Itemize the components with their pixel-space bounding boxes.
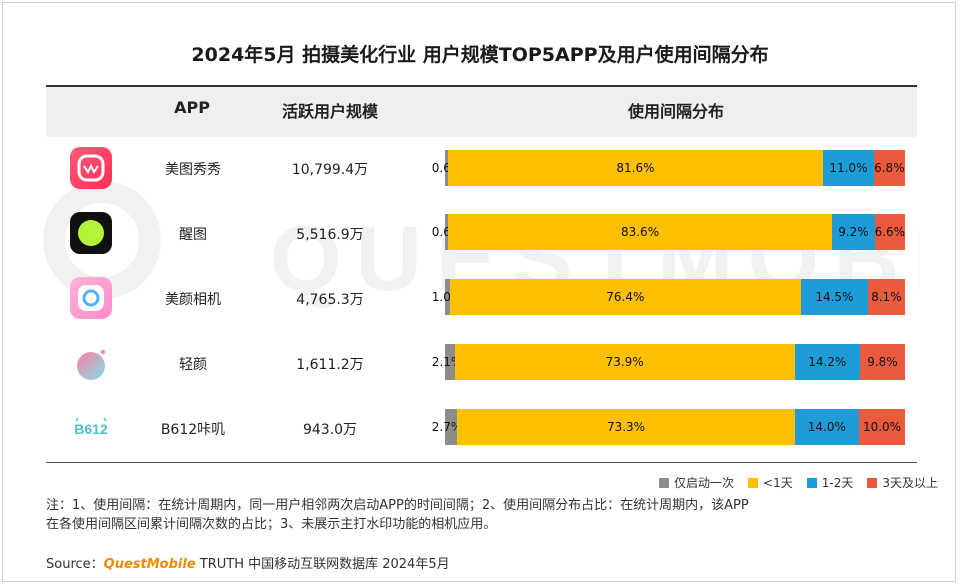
- app-users: 10,799.4万: [291, 162, 369, 178]
- bar-segment-d3plus: [873, 150, 905, 186]
- data-label: 83.6%: [620, 225, 660, 239]
- data-label: 9.8%: [867, 355, 898, 369]
- qingyan-icon: [70, 342, 112, 384]
- bar-segment-once: [445, 344, 455, 380]
- bar-segment-lt1: [454, 344, 795, 380]
- bar-segment-once: [445, 150, 448, 186]
- bar-segment-lt1: [447, 214, 833, 250]
- bar-segment-lt1: [447, 150, 824, 186]
- bar-segment-d12: [794, 409, 859, 445]
- beauty-camera-icon: [70, 277, 112, 319]
- data-label: 81.6%: [616, 161, 655, 175]
- meitu-xiuxiu-icon: [70, 147, 112, 189]
- bar-segment-d3plus: [859, 344, 905, 380]
- source-brand: QuestMobile: [103, 557, 196, 572]
- data-label: 6.6%: [874, 225, 906, 239]
- data-label: 14.2%: [808, 355, 847, 369]
- legend-item: <1天: [748, 474, 793, 491]
- table-header: [46, 85, 917, 137]
- legend-item: 3天及以上: [867, 474, 938, 491]
- header-app: APP: [174, 98, 210, 117]
- app-users: 943.0万: [302, 422, 358, 438]
- source-suffix: TRUTH 中国移动互联网数据库 2024年5月: [195, 557, 450, 572]
- stacked-bar: 0.6%81.6%11.0%6.8%: [432, 150, 905, 186]
- data-label: 11.0%: [829, 161, 868, 175]
- legend-swatch-d3plus: [867, 477, 878, 488]
- data-label: 6.8%: [874, 161, 905, 175]
- data-label: 2.1%: [431, 355, 463, 369]
- bar-segment-lt1: [457, 409, 795, 445]
- svg-text:B612: B612: [74, 421, 108, 437]
- b612-icon: B612: [70, 407, 112, 449]
- legend: 仅启动一次 <1天 1-2天 3天及以上: [659, 474, 938, 491]
- app-users: 5,516.9万: [296, 227, 364, 243]
- legend-label: <1天: [763, 476, 793, 490]
- data-label: 73.3%: [606, 420, 646, 434]
- bar-segment-lt1: [449, 279, 802, 315]
- bar-segment-once: [445, 409, 458, 445]
- data-label: 2.7%: [431, 420, 463, 434]
- bar-segment-d3plus: [859, 409, 905, 445]
- table-bottom-rule: [46, 462, 917, 463]
- bar-segment-d12: [823, 150, 874, 186]
- bar-segment-d12: [801, 279, 868, 315]
- footnote: 注：1、使用间隔：在统计周期内，同一用户相邻两次启动APP的时间间隔；2、使用间…: [46, 496, 926, 534]
- app-name: 美颜相机: [165, 292, 221, 308]
- legend-item: 仅启动一次: [659, 474, 734, 491]
- legend-item: 1-2天: [806, 474, 854, 491]
- bar-segment-d12: [794, 344, 860, 380]
- data-label: 8.1%: [871, 290, 902, 304]
- legend-label: 1-2天: [821, 476, 854, 490]
- data-label: 73.9%: [605, 355, 644, 369]
- data-label: 14.5%: [815, 290, 854, 304]
- legend-label: 仅启动一次: [674, 476, 735, 490]
- data-label: 76.4%: [606, 290, 645, 304]
- header-users: 活跃用户规模: [281, 102, 378, 121]
- bar-segment-once: [445, 279, 450, 315]
- bar-segment-d3plus: [874, 214, 905, 250]
- app-users: 4,765.3万: [296, 292, 364, 308]
- bar-segment-once: [445, 214, 448, 250]
- legend-swatch-once: [659, 477, 670, 488]
- xingtu-icon: [70, 212, 112, 254]
- bar-segment-d12: [832, 214, 875, 250]
- data-label: 9.2%: [838, 225, 869, 239]
- data-label: 14.0%: [807, 420, 846, 434]
- app-name: 轻颜: [179, 357, 207, 373]
- legend-swatch-d12: [806, 477, 817, 488]
- footnote-line: 注：1、使用间隔：在统计周期内，同一用户相邻两次启动APP的时间间隔；2、使用间…: [46, 498, 749, 513]
- app-name: B612咔叽: [160, 422, 226, 438]
- footnote-line: 在各使用间隔区间累计间隔次数的占比；3、未展示主打水印功能的相机应用。: [46, 517, 497, 532]
- header-distribution: 使用间隔分布: [627, 102, 724, 121]
- data-label: 10.0%: [862, 420, 902, 434]
- stacked-bar: 1.0% 76.4% 14.5% 8.1%: [432, 279, 905, 315]
- app-users: 1,611.2万: [296, 357, 364, 373]
- app-name: 美图秀秀: [165, 162, 221, 178]
- stacked-bar: 0.6%83.6%9.2%6.6%: [432, 214, 906, 250]
- stacked-bar: 2.1% 73.9% 14.2% 9.8%: [432, 344, 905, 380]
- stacked-bar: 2.7% 73.3% 14.0% 10.0%: [432, 409, 905, 445]
- app-name: 醒图: [179, 227, 207, 243]
- legend-label: 3天及以上: [882, 476, 938, 490]
- chart-title: 2024年5月 拍摄美化行业 用户规模TOP5APP及用户使用间隔分布: [191, 44, 769, 66]
- source-line: Source：QuestMobile TRUTH 中国移动互联网数据库 2024…: [46, 553, 450, 572]
- source-prefix: Source：: [46, 557, 104, 572]
- bar-segment-d3plus: [867, 279, 905, 315]
- legend-swatch-lt1: [748, 477, 759, 488]
